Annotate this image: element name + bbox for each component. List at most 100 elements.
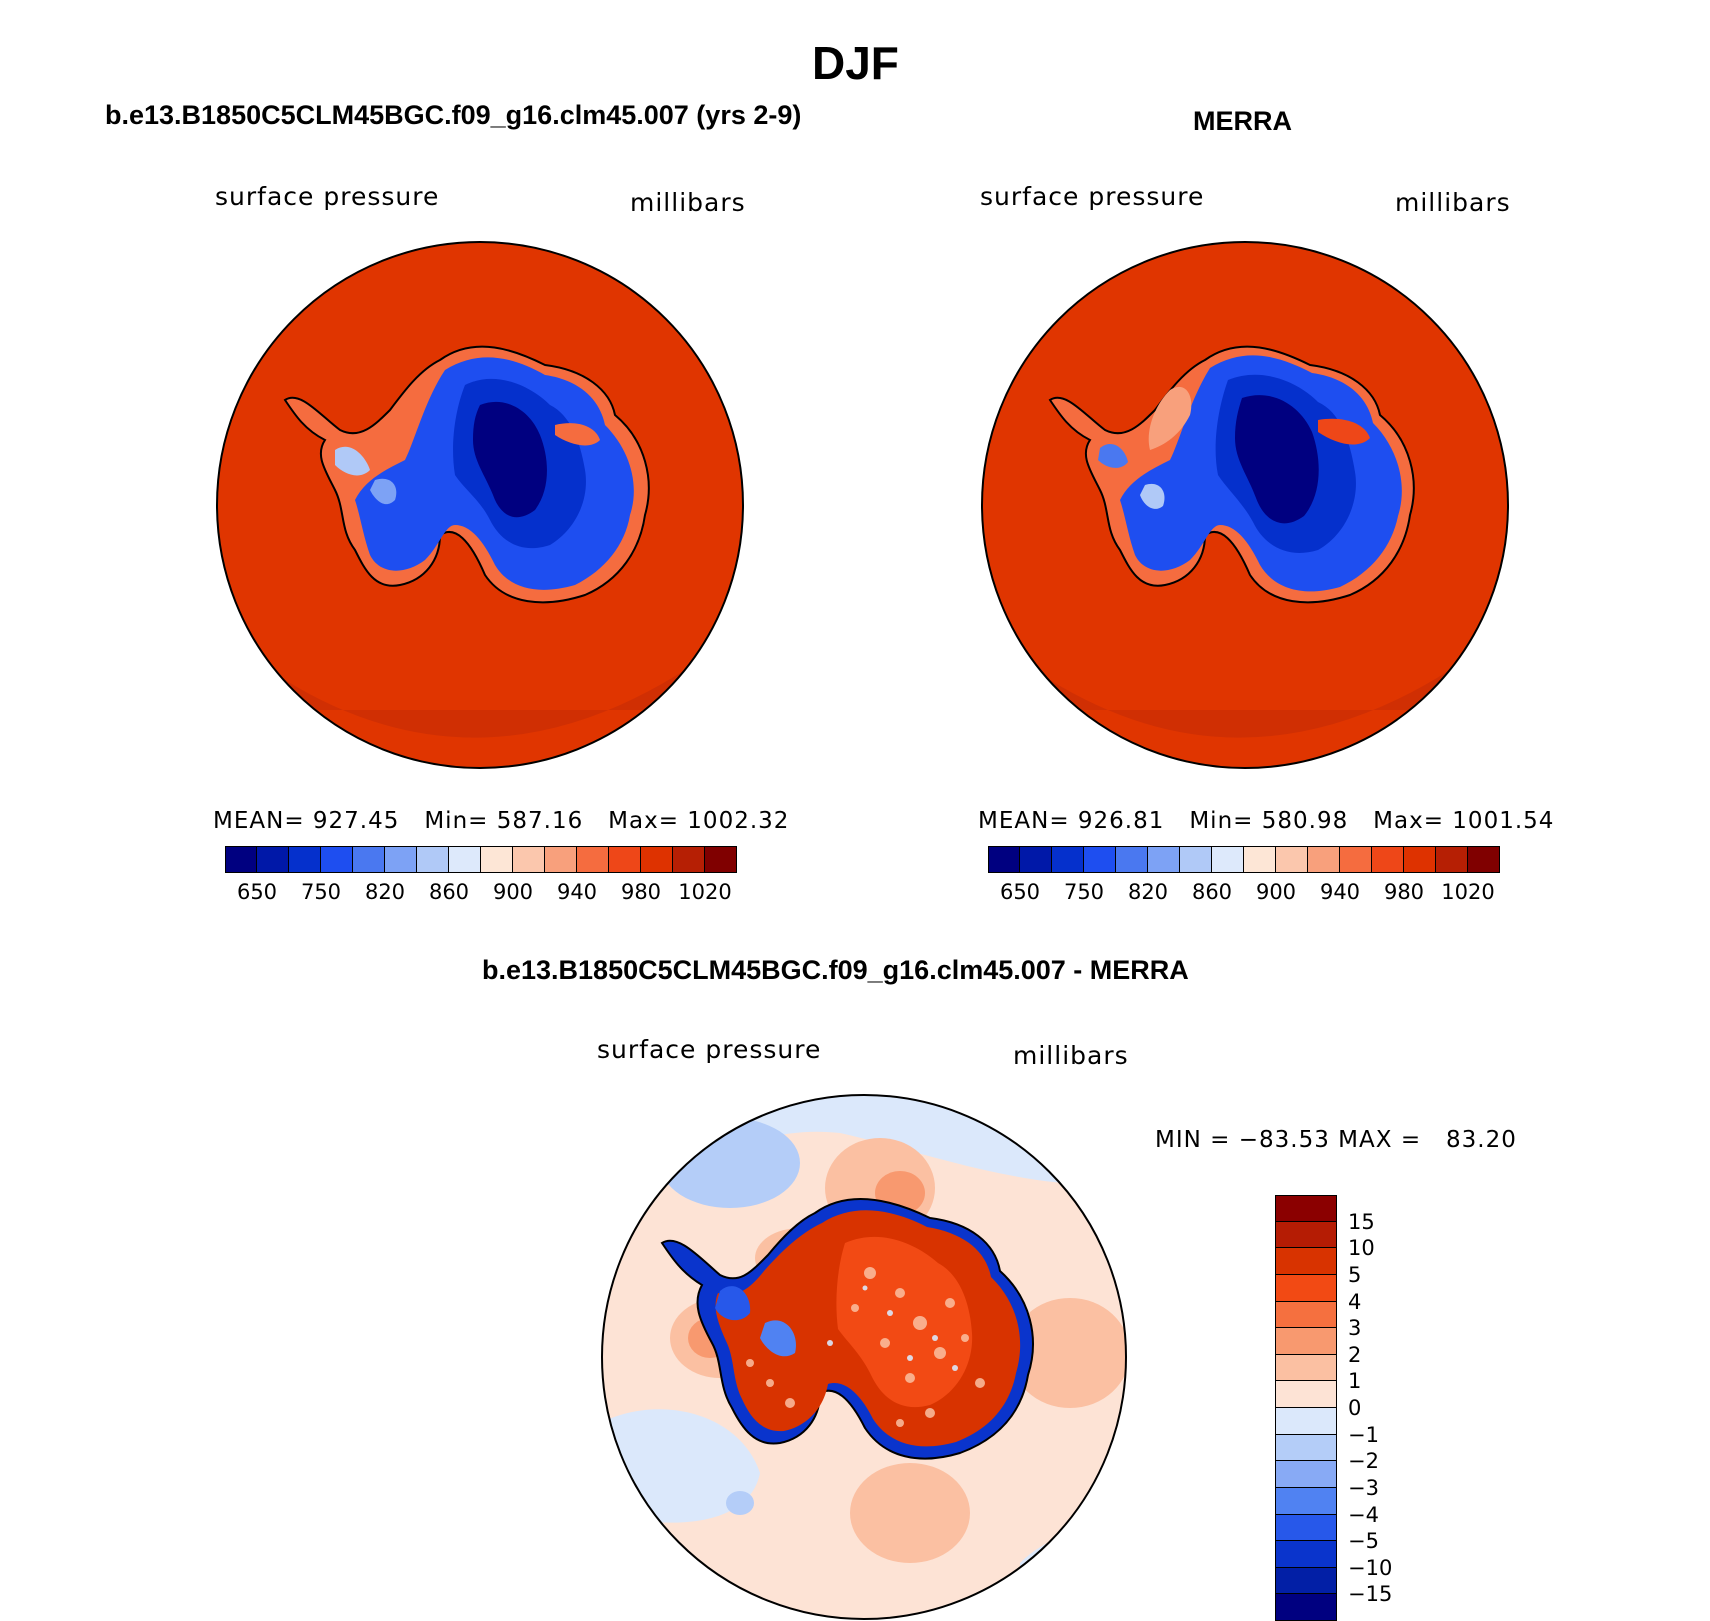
variable-label-merra: surface pressure bbox=[980, 182, 1205, 211]
rim-shadow bbox=[1040, 670, 1450, 738]
colorbar-swatch bbox=[321, 846, 353, 873]
colorbar-swatch bbox=[1372, 846, 1404, 873]
colorbar-swatch bbox=[1275, 1301, 1337, 1329]
units-label-merra: millibars bbox=[1395, 188, 1511, 217]
stats-min-value: 580.98 bbox=[1261, 808, 1349, 834]
colorbar-swatch bbox=[577, 846, 609, 873]
colorbar-tick-label: 15 bbox=[1348, 1209, 1375, 1234]
colorbar-swatch bbox=[449, 846, 481, 873]
colorbar-tick-label: −5 bbox=[1348, 1529, 1379, 1554]
colorbar-tick-label: 980 bbox=[620, 880, 662, 904]
colorbar-frame bbox=[988, 846, 1500, 873]
stats-mean-label: MEAN= bbox=[978, 808, 1070, 834]
diff-max-label: MAX = bbox=[1338, 1127, 1422, 1153]
colorbar-swatch bbox=[257, 846, 289, 873]
panel-title-difference: b.e13.B1850C5CLM45BGC.f09_g16.clm45.007 … bbox=[482, 955, 1189, 985]
colorbar-tick-label: 900 bbox=[1255, 880, 1297, 904]
colorbar-swatch bbox=[1275, 1381, 1337, 1408]
colorbar-swatch bbox=[1308, 846, 1340, 873]
colorbar-swatch bbox=[289, 846, 321, 873]
variable-label-model: surface pressure bbox=[215, 182, 440, 211]
stats-mean-value: 926.81 bbox=[1077, 808, 1165, 834]
antarctica-difference bbox=[660, 1198, 1034, 1460]
colorbar-swatch bbox=[1275, 1354, 1337, 1382]
page-title: DJF bbox=[812, 37, 899, 89]
colorbar-swatch bbox=[353, 846, 385, 873]
colorbar-tick-label: 860 bbox=[1191, 880, 1233, 904]
colorbar-tick-label: 2 bbox=[1348, 1342, 1362, 1367]
colorbar-tick-label: 4 bbox=[1348, 1289, 1362, 1314]
colorbar-tick-label: −4 bbox=[1348, 1502, 1379, 1527]
colorbar-swatch bbox=[1275, 1567, 1337, 1595]
colorbar-swatch bbox=[1244, 846, 1276, 873]
antarctica-model bbox=[283, 345, 650, 604]
colorbar-swatch bbox=[385, 846, 417, 873]
colorbar-swatch bbox=[1275, 1248, 1337, 1275]
colorbar-frame bbox=[225, 846, 737, 873]
colorbar-swatch bbox=[513, 846, 545, 873]
colorbar-swatch bbox=[1404, 846, 1436, 873]
colorbar-swatch bbox=[1276, 846, 1308, 873]
colorbar-swatch bbox=[1275, 1434, 1337, 1462]
colorbar-tick-label: 820 bbox=[364, 880, 406, 904]
colorbar-swatch bbox=[1052, 846, 1084, 873]
colorbar-tick-label: 650 bbox=[999, 880, 1041, 904]
diff-min-value: −83.53 bbox=[1238, 1127, 1330, 1153]
colorbar-swatch bbox=[1020, 846, 1052, 873]
colorbar-swatch bbox=[1340, 846, 1372, 873]
stats-min-label: Min= bbox=[1189, 808, 1254, 834]
colorbar-tick-label: −15 bbox=[1348, 1582, 1393, 1607]
colorbar-tick-label: 980 bbox=[1383, 880, 1425, 904]
colorbar-swatch bbox=[1116, 846, 1148, 873]
colorbar-swatch bbox=[1180, 846, 1212, 873]
colorbar-swatch bbox=[1275, 1328, 1337, 1355]
colorbar-labels-merra: 650 750 820 860 900 940 980 1020 bbox=[988, 880, 1500, 906]
stats-min-value: 587.16 bbox=[496, 808, 584, 834]
colorbar-swatch bbox=[1275, 1487, 1337, 1515]
colorbar-swatch bbox=[1275, 1195, 1337, 1222]
stats-min-label: Min= bbox=[424, 808, 489, 834]
colorbar-swatch bbox=[545, 846, 577, 873]
colorbar-swatch bbox=[481, 846, 513, 873]
stats-max-value: 1001.54 bbox=[1452, 808, 1555, 834]
diff-max-value: 83.20 bbox=[1446, 1127, 1517, 1153]
colorbar-swatch bbox=[1148, 846, 1180, 873]
colorbar-swatch bbox=[641, 846, 673, 873]
units-label-model: millibars bbox=[630, 188, 746, 217]
rim-shadow bbox=[275, 670, 685, 738]
colorbar-labels-model: 650 750 820 860 900 940 980 1020 bbox=[225, 880, 737, 906]
stats-mean-merra: MEAN= 926.81 Min= 580.98 Max= 1001.54 bbox=[978, 808, 1554, 834]
polar-map-merra bbox=[981, 241, 1509, 769]
colorbar-swatch bbox=[1084, 846, 1116, 873]
colorbar-tick-label: 10 bbox=[1348, 1236, 1375, 1261]
colorbar-swatch bbox=[1275, 1408, 1337, 1435]
colorbar-tick-label: −1 bbox=[1348, 1422, 1379, 1447]
difference-minmax: MIN = −83.53 MAX = 83.20 bbox=[1155, 1127, 1517, 1153]
colorbar-tick-label: −2 bbox=[1348, 1449, 1379, 1474]
colorbar-swatch bbox=[1275, 1541, 1337, 1568]
colorbar-model bbox=[225, 846, 737, 873]
panel-title-merra: MERRA bbox=[1193, 106, 1292, 136]
colorbar-swatch bbox=[1275, 1461, 1337, 1488]
colorbar-swatch bbox=[1436, 846, 1468, 873]
colorbar-tick-label: −10 bbox=[1348, 1555, 1393, 1580]
colorbar-swatch bbox=[225, 846, 257, 873]
panel-title-model: b.e13.B1850C5CLM45BGC.f09_g16.clm45.007 … bbox=[105, 100, 802, 130]
colorbar-swatch bbox=[1275, 1221, 1337, 1249]
colorbar-swatch bbox=[1275, 1274, 1337, 1302]
stats-max-label: Max= bbox=[608, 808, 679, 834]
colorbar-tick-label: −3 bbox=[1348, 1475, 1379, 1500]
colorbar-tick-label: 940 bbox=[1319, 880, 1361, 904]
diff-min-label: MIN = bbox=[1155, 1127, 1231, 1153]
polar-map-difference bbox=[601, 1094, 1127, 1620]
colorbar-tick-label: 1020 bbox=[1441, 880, 1495, 904]
colorbar-tick-label: 650 bbox=[236, 880, 278, 904]
stats-max-value: 1002.32 bbox=[687, 808, 790, 834]
stats-mean-model: MEAN= 927.45 Min= 587.16 Max= 1002.32 bbox=[213, 808, 789, 834]
colorbar-swatch bbox=[673, 846, 705, 873]
stats-mean-label: MEAN= bbox=[213, 808, 305, 834]
colorbar-labels-difference: 15 10 5 4 3 2 1 0 −1 −2 −3 −4 −5 −10 −15 bbox=[1348, 1195, 1428, 1621]
stats-max-label: Max= bbox=[1373, 808, 1444, 834]
units-label-difference: millibars bbox=[1013, 1041, 1129, 1070]
colorbar-frame bbox=[1275, 1195, 1337, 1621]
